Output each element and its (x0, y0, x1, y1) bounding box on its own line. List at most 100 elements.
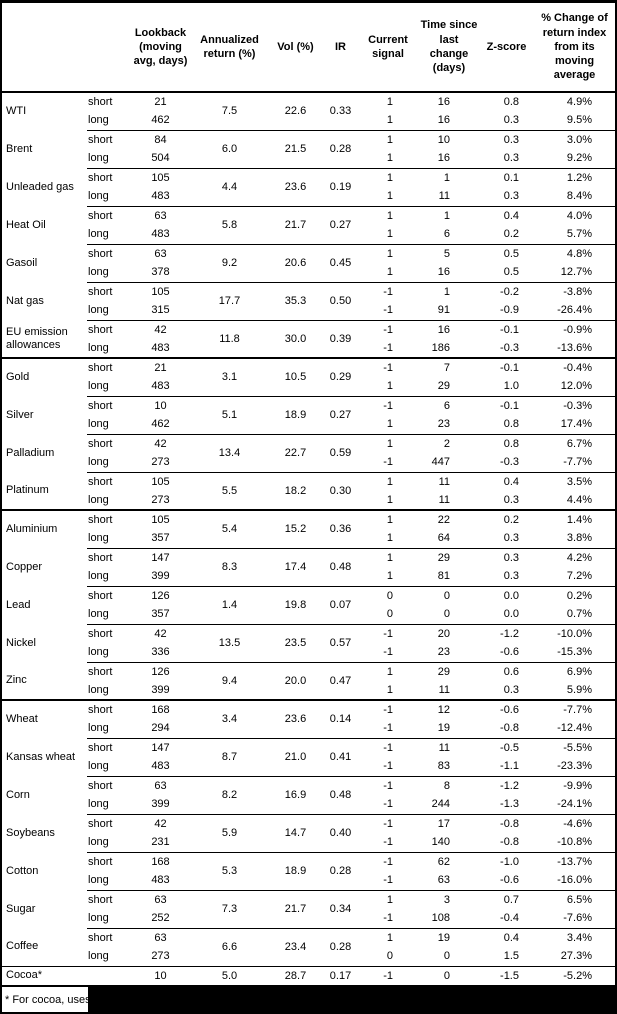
commodity-name-cell: Kansas wheat (6, 750, 76, 763)
z-score-cell: 1.5 (503, 950, 519, 963)
z-score-cell: -0.8 (479, 813, 534, 833)
horizon-cell: long (88, 722, 109, 735)
table-row: long 483 -1 186 -0.3 -13.6% (2, 339, 615, 358)
horizon-cell: long (88, 228, 109, 241)
ir-cell: 0.28 (324, 927, 357, 966)
vol-cell: 22.6 (284, 105, 307, 118)
lookback-cell: 399 (151, 798, 170, 811)
lookback-cell: 42 (129, 813, 192, 833)
ir-cell: 0.48 (324, 775, 357, 814)
lookback-cell: 462 (151, 418, 170, 431)
table-row: long 294 -1 19 -0.8 -12.4% (2, 719, 615, 738)
days-since-change-cell: 23 (437, 418, 450, 431)
pct-change-cell: -10.8% (557, 836, 592, 849)
signal-cell: -1 (383, 798, 393, 811)
table-row: long 336 -1 23 -0.6 -15.3% (2, 643, 615, 662)
annualized-return-cell: 1.4 (192, 585, 267, 624)
lookback-cell: 252 (151, 912, 170, 925)
table-row: long 504 1 16 0.3 9.2% (2, 149, 615, 168)
pct-change-cell: -4.6% (534, 813, 615, 833)
z-score-cell: 0.4 (479, 471, 534, 491)
pct-change-cell: 3.4% (534, 927, 615, 947)
z-score-cell: -0.5 (479, 737, 534, 757)
commodity-name-cell: Copper (6, 560, 43, 573)
commodity-name-cell: Wheat (2, 699, 87, 738)
horizon-cell: long (88, 380, 109, 393)
signal-cell: -1 (357, 357, 419, 377)
lookback-cell: 84 (129, 129, 192, 149)
commodity-name-cell: EU emission allowances (6, 325, 68, 351)
horizon-cell: long (88, 950, 109, 963)
signal-cell: 1 (386, 570, 393, 583)
ir-cell: 0.28 (324, 851, 357, 890)
days-since-change-cell: 23 (437, 646, 450, 659)
horizon-cell: short (87, 205, 129, 225)
signal-cell: 1 (357, 509, 419, 529)
z-score-cell: -0.8 (500, 836, 519, 849)
days-since-change-cell: 5 (419, 243, 479, 263)
signal-cell: 1 (386, 418, 393, 431)
ir-cell: 0.45 (324, 243, 357, 282)
pct-change-cell: 9.5% (566, 114, 592, 127)
days-since-change-cell: 22 (419, 509, 479, 529)
lookback-cell: 126 (129, 585, 192, 605)
ir-cell: 0.14 (324, 699, 357, 738)
lookback-cell: 273 (151, 950, 170, 963)
pct-change-cell: 27.3% (560, 950, 592, 963)
column-header: % Change of return index from its moving… (534, 3, 615, 93)
horizon-cell: short (87, 509, 129, 529)
signal-cell: -1 (357, 965, 419, 985)
table-row: long 252 -1 108 -0.4 -7.6% (2, 909, 615, 928)
table-row: long 231 -1 140 -0.8 -10.8% (2, 833, 615, 852)
vol-cell: 21.7 (267, 889, 324, 928)
table-row: Copper short 147 8.3 17.4 0.48 1 29 0.3 4.2% (2, 547, 615, 586)
ir-cell: 0.36 (324, 509, 357, 548)
days-since-change-cell: 11 (438, 683, 450, 696)
table-row: long 357 0 0 0.0 0.7% (2, 605, 615, 624)
signal-cell: 1 (386, 228, 393, 241)
vol-cell: 17.4 (267, 547, 324, 586)
vol-cell: 23.4 (267, 927, 324, 966)
lookback-cell: 378 (151, 266, 170, 279)
pct-change-cell: -9.9% (534, 775, 615, 795)
ir-cell: 0.47 (324, 661, 357, 700)
ir-cell: 0.48 (324, 547, 357, 586)
days-since-change-cell: 1 (419, 205, 479, 225)
vol-cell: 20.0 (267, 661, 324, 700)
horizon-cell: short (87, 813, 129, 833)
commodity-name-cell: Gasoil (6, 256, 38, 269)
horizon-cell: long (88, 190, 109, 203)
z-score-cell: 0.6 (479, 661, 534, 681)
horizon-cell: long (88, 341, 109, 354)
days-since-change-cell: 81 (437, 570, 450, 583)
commodity-name-cell: Nickel (6, 636, 36, 649)
horizon-cell: short (87, 927, 129, 947)
vol-cell: 23.6 (267, 167, 324, 206)
lookback-cell: 483 (151, 190, 170, 203)
table-row: EU emission allowances short 42 11.8 30.0 0.3… (2, 319, 615, 358)
signal-cell: 1 (357, 927, 419, 947)
annualized-return-cell: 3.1 (192, 357, 267, 396)
horizon-cell: short (87, 889, 129, 909)
days-since-change-cell: 29 (419, 661, 479, 681)
z-score-cell: -0.6 (479, 699, 534, 719)
horizon-cell: long (88, 456, 109, 469)
lookback-cell: 294 (151, 722, 170, 735)
z-score-cell: 0.7 (479, 889, 534, 909)
footnote: * For cocoa, uses (2, 985, 615, 1012)
lookback-cell: 105 (129, 509, 192, 529)
ir-cell: 0.34 (324, 889, 357, 928)
z-score-cell: 0.2 (479, 509, 534, 529)
pct-change-cell: -7.6% (563, 912, 592, 925)
annualized-return-cell: 5.5 (192, 471, 267, 510)
lookback-cell: 231 (151, 836, 170, 849)
z-score-cell: 0.8 (479, 433, 534, 453)
horizon-cell: long (88, 304, 109, 317)
z-score-cell: -1.2 (479, 775, 534, 795)
table-row: long 357 1 64 0.3 3.8% (2, 529, 615, 548)
pct-change-cell: -13.7% (534, 851, 615, 871)
ir-cell: 0.41 (324, 737, 357, 776)
commodity-name-cell: Heat Oil (6, 218, 46, 231)
pct-change-cell: 8.4% (566, 190, 592, 203)
z-score-cell: 0.4 (479, 927, 534, 947)
